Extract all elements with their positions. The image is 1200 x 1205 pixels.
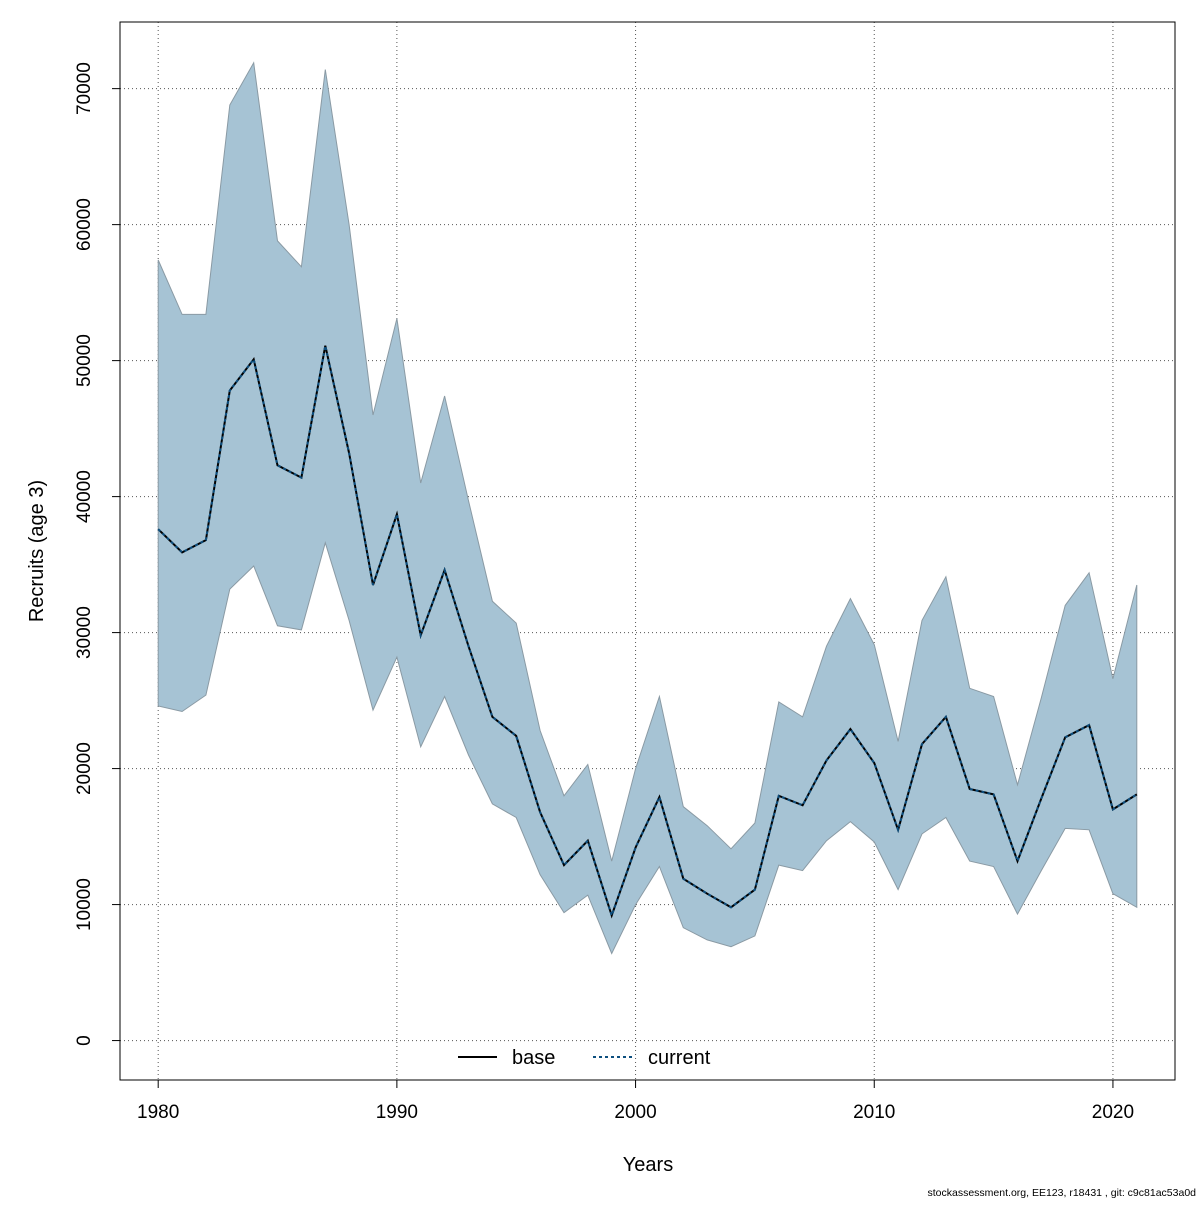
y-axis-label: Recruits (age 3) [26, 480, 48, 622]
plot-frame [119, 21, 1176, 1081]
y-tick-label-60000: 60000 [74, 198, 95, 251]
series-line-layer [157, 345, 1138, 919]
x-axis-label: Years [623, 1154, 673, 1176]
legend-label-current: current [648, 1047, 711, 1069]
legend-label-base: base [512, 1047, 555, 1069]
y-tick-label-30000: 30000 [74, 606, 95, 659]
y-tick-label-50000: 50000 [74, 334, 95, 387]
legend: base current [458, 1047, 711, 1069]
y-tick-label-70000: 70000 [74, 62, 95, 115]
confidence-band [157, 61, 1138, 955]
axis-layer: 1980 1990 2000 2010 2020 0 10000 20000 30000 4000… [74, 62, 1134, 1123]
x-tick-label-2020: 2020 [1092, 1102, 1134, 1123]
y-tick-label-0: 0 [74, 1035, 95, 1046]
x-tick-label-2000: 2000 [614, 1102, 656, 1123]
x-tick-label-2010: 2010 [853, 1102, 895, 1123]
x-tick-label-1980: 1980 [137, 1102, 179, 1123]
footer-credit: stockassessment.org, EE123, r18431 , git… [928, 1187, 1197, 1199]
y-tick-label-40000: 40000 [74, 470, 95, 523]
x-tick-label-1990: 1990 [376, 1102, 418, 1123]
y-tick-label-10000: 10000 [74, 878, 95, 931]
y-tick-label-20000: 20000 [74, 742, 95, 795]
confidence-band-layer [157, 61, 1138, 955]
series-line-current [157, 345, 1138, 919]
